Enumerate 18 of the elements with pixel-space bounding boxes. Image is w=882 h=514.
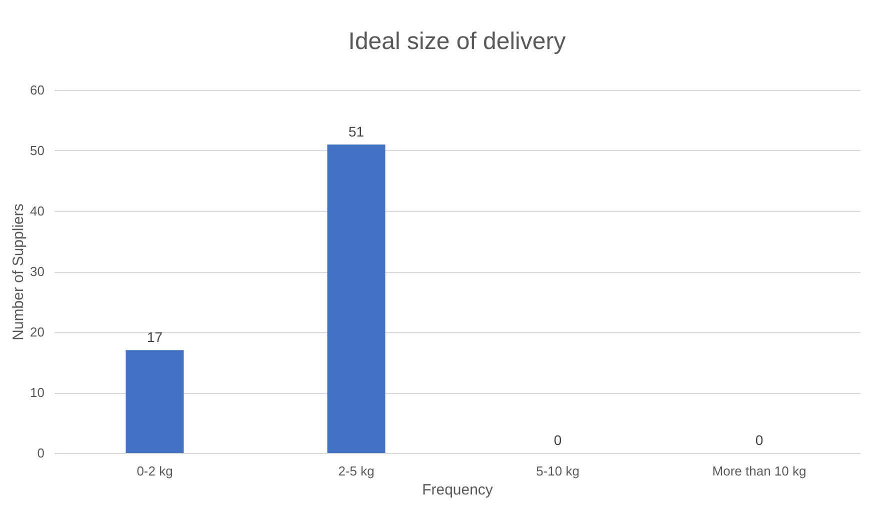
x-tick-label: More than 10 kg: [712, 464, 806, 478]
y-tick-label: 50: [30, 143, 44, 158]
data-label: 0: [554, 432, 562, 448]
data-label: 0: [755, 432, 764, 448]
y-tick-label: 0: [37, 446, 44, 460]
y-tick-label: 40: [30, 204, 44, 218]
x-tick-label: 2-5 kg: [338, 464, 374, 478]
data-label: 17: [146, 329, 163, 346]
y-tick-label: 10: [30, 385, 44, 400]
chart-title: Ideal size of delivery: [348, 28, 566, 55]
y-tick-label: 30: [30, 264, 44, 279]
y-tick-label: 20: [30, 324, 44, 340]
x-tick-label: 5-10 kg: [536, 464, 580, 478]
y-axis-title: Number of Suppliers: [10, 204, 28, 340]
data-label: 51: [348, 123, 364, 140]
x-axis-title: Frequency: [422, 482, 494, 498]
x-tick-label: 0-2 kg: [136, 464, 173, 478]
y-tick-label: 60: [30, 82, 44, 98]
